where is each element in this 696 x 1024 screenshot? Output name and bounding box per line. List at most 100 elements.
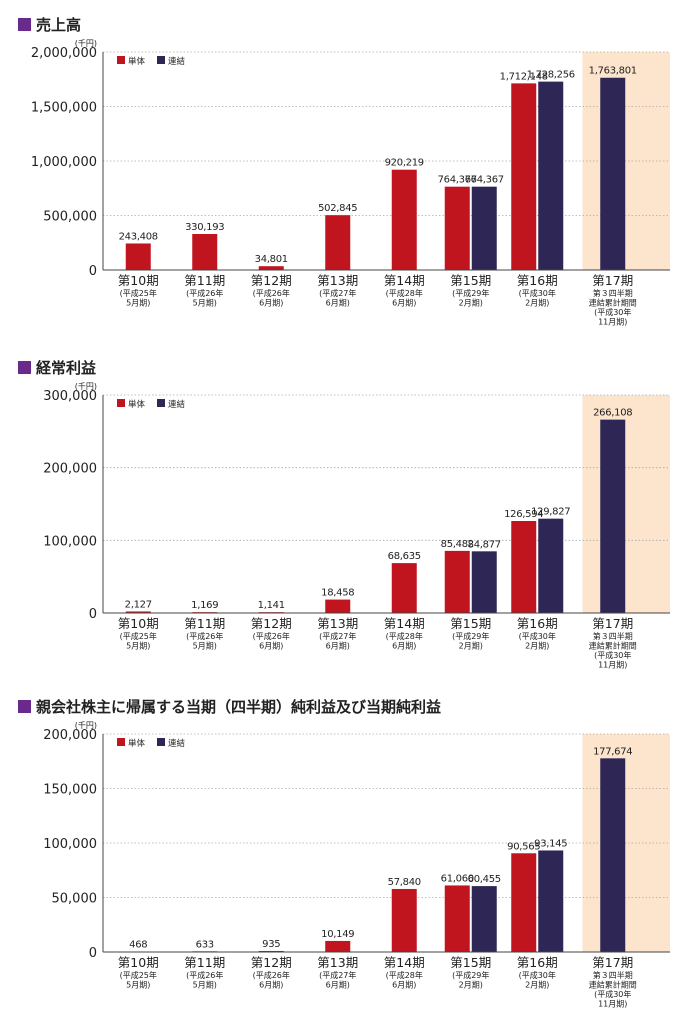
bar-single bbox=[258, 950, 284, 952]
x-tick-label: 第10期 bbox=[118, 955, 159, 970]
x-tick-label: 第15期 bbox=[450, 955, 491, 970]
x-tick-sublabel: (平成26年 bbox=[186, 970, 223, 980]
y-tick-label: 1,000,000 bbox=[31, 155, 97, 170]
bar-single bbox=[444, 550, 470, 613]
legend-swatch-consolidated bbox=[157, 399, 165, 407]
bar-single bbox=[444, 186, 470, 270]
x-tick-label: 第15期 bbox=[450, 273, 491, 288]
bar-consolidated bbox=[538, 81, 564, 271]
x-tick-label: 第14期 bbox=[384, 273, 425, 288]
x-tick-label: 第10期 bbox=[118, 616, 159, 631]
highlight-band bbox=[582, 395, 670, 613]
data-label: 177,674 bbox=[593, 746, 632, 757]
x-tick-sublabel: (平成27年 bbox=[319, 288, 356, 298]
y-unit-label: (千円) bbox=[75, 381, 97, 391]
data-label: 2,127 bbox=[125, 599, 152, 610]
data-label: 68,635 bbox=[388, 551, 421, 562]
bar-single bbox=[192, 234, 218, 270]
bar-single bbox=[125, 611, 151, 613]
data-label: 1,712,148 bbox=[500, 71, 548, 82]
x-tick-sublabel: 連結累計期間 bbox=[589, 641, 637, 651]
x-tick-sublabel: (平成30年 bbox=[594, 307, 631, 317]
data-label: 84,877 bbox=[468, 539, 501, 550]
net-income-chart-plot: 050,000100,000150,000200,000(千円)468第10期(… bbox=[43, 720, 670, 1009]
x-tick-label: 第16期 bbox=[517, 955, 558, 970]
data-label: 935 bbox=[262, 939, 280, 950]
legend-label-single: 単体 bbox=[128, 738, 146, 749]
bar-consolidated bbox=[471, 886, 497, 952]
bar-consolidated bbox=[600, 419, 626, 613]
x-tick-sublabel: (平成28年 bbox=[386, 631, 423, 641]
x-tick-sublabel: 11月期) bbox=[598, 318, 627, 327]
x-tick-sublabel: (平成29年 bbox=[452, 288, 489, 298]
x-tick-label: 第17期 bbox=[592, 273, 633, 288]
x-tick-sublabel: 2月期) bbox=[525, 299, 549, 308]
x-tick-label: 第14期 bbox=[384, 616, 425, 631]
x-tick-sublabel: 6月期) bbox=[392, 642, 416, 651]
x-tick-label: 第12期 bbox=[251, 273, 292, 288]
x-tick-sublabel: (平成30年 bbox=[519, 631, 556, 641]
x-tick-label: 第17期 bbox=[592, 955, 633, 970]
data-label: 1,169 bbox=[191, 600, 218, 611]
bar-consolidated bbox=[600, 758, 626, 952]
x-tick-sublabel: 6月期) bbox=[259, 642, 283, 651]
x-tick-label: 第10期 bbox=[118, 273, 159, 288]
x-tick-label: 第11期 bbox=[184, 955, 225, 970]
x-tick-sublabel: 6月期) bbox=[326, 299, 350, 308]
bar-single bbox=[511, 853, 537, 952]
y-tick-label: 0 bbox=[89, 946, 97, 961]
x-tick-sublabel: (平成25年 bbox=[120, 288, 157, 298]
legend-swatch-single bbox=[117, 738, 125, 746]
bar-single bbox=[258, 266, 284, 270]
data-label: 1,728,256 bbox=[527, 70, 575, 81]
data-label: 85,482 bbox=[441, 539, 474, 550]
bar-consolidated bbox=[471, 186, 497, 270]
ordinary-profit-chart-plot: 0 100,000 200,000 300,000(千円) 2,127 第10期(平成25… bbox=[43, 381, 670, 670]
bar-single bbox=[325, 940, 351, 952]
x-tick-label: 第14期 bbox=[384, 955, 425, 970]
x-tick-label: 第16期 bbox=[517, 273, 558, 288]
title-square-icon bbox=[18, 700, 31, 713]
data-label: 93,145 bbox=[534, 838, 567, 849]
data-label: 243,408 bbox=[119, 231, 158, 242]
x-tick-sublabel: (平成27年 bbox=[319, 970, 356, 980]
x-tick-label: 第16期 bbox=[517, 616, 558, 631]
bar-single bbox=[325, 215, 351, 270]
x-tick-sublabel: (平成26年 bbox=[253, 288, 290, 298]
x-tick-label: 第15期 bbox=[450, 616, 491, 631]
x-tick-sublabel: (平成26年 bbox=[253, 970, 290, 980]
x-tick-sublabel: 5月期) bbox=[126, 981, 150, 990]
chart-title: 売上高 bbox=[36, 16, 82, 34]
x-tick-sublabel: 2月期) bbox=[459, 642, 483, 651]
data-label: 764,367 bbox=[465, 175, 504, 186]
data-label: 129,827 bbox=[531, 507, 570, 518]
x-tick-label: 第12期 bbox=[251, 616, 292, 631]
net-income-chart: 親会社株主に帰属する当期（四半期）純利益及び当期純利益 0 50,000 100,0… bbox=[0, 696, 696, 1024]
x-tick-sublabel: 6月期) bbox=[259, 299, 283, 308]
legend-swatch-consolidated bbox=[157, 738, 165, 746]
ordinary-profit-chart: 経常利益 0 100,000 200,000 300,000 (千円) 2,127 第10期… bbox=[0, 357, 696, 689]
y-tick-label: 150,000 bbox=[43, 783, 97, 798]
bar-consolidated bbox=[471, 551, 497, 613]
legend-swatch-single bbox=[117, 399, 125, 407]
x-tick-sublabel: (平成26年 bbox=[186, 631, 223, 641]
x-tick-sublabel: (平成30年 bbox=[519, 288, 556, 298]
x-tick-sublabel: 第３四半期 bbox=[593, 631, 633, 641]
y-tick-label: 100,000 bbox=[43, 837, 97, 852]
data-label: 502,845 bbox=[318, 203, 357, 214]
x-tick-sublabel: 2月期) bbox=[459, 299, 483, 308]
data-label: 57,840 bbox=[388, 877, 421, 888]
bar-consolidated bbox=[538, 850, 564, 952]
bar-consolidated bbox=[600, 77, 626, 270]
y-tick-label: 200,000 bbox=[43, 462, 97, 477]
x-tick-sublabel: 5月期) bbox=[126, 299, 150, 308]
legend-label-consolidated: 連結 bbox=[168, 56, 186, 67]
bar-single bbox=[125, 243, 151, 270]
y-tick-label: 500,000 bbox=[43, 210, 97, 225]
x-tick-sublabel: 第３四半期 bbox=[593, 288, 633, 298]
legend-label-consolidated: 連結 bbox=[168, 399, 186, 410]
x-tick-sublabel: 連結累計期間 bbox=[589, 980, 637, 990]
x-tick-label: 第12期 bbox=[251, 955, 292, 970]
data-label: 1,141 bbox=[258, 600, 285, 611]
x-tick-sublabel: 2月期) bbox=[525, 981, 549, 990]
